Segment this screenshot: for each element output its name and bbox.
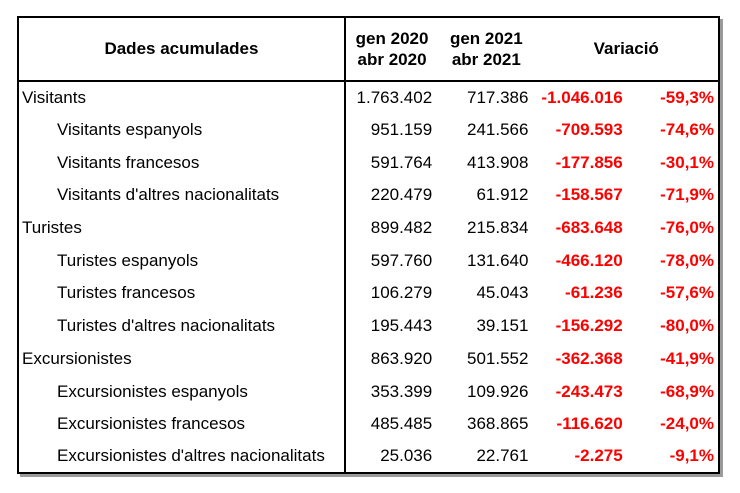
column-header-dades-acumulades: Dades acumulades — [18, 17, 346, 82]
variation-percent: -80,0% — [660, 316, 714, 336]
value-2020: 951.159 — [370, 120, 433, 140]
row-label: Excursionistes espanyols — [18, 375, 346, 408]
row-label: Visitants — [18, 81, 346, 114]
variation-absolute: -683.648 — [555, 218, 623, 238]
value-2020: 863.920 — [370, 348, 433, 368]
variation-absolute: -243.473 — [555, 381, 623, 401]
row-label: Visitants d'altres nacionalitats — [18, 179, 346, 212]
table-row-excursionistes-francesos: Excursionistes francesos 485.485 368.865… — [18, 407, 719, 441]
variation-percent: -74,6% — [660, 120, 714, 140]
table-row-visitants-altres: Visitants d'altres nacionalitats 220.479… — [18, 179, 719, 212]
variation-absolute: -177.856 — [555, 152, 623, 172]
variation-percent: -41,9% — [660, 348, 714, 368]
table-row-turistes-francesos: Turistes francesos 106.279 45.043 -61.23… — [18, 277, 719, 310]
header-period-2021-line1: gen 2021 — [449, 29, 523, 48]
value-2021: 39.151 — [476, 316, 529, 336]
table-row-visitants-espanyols: Visitants espanyols 951.159 241.566 -709… — [18, 113, 719, 147]
variation-absolute: -709.593 — [555, 120, 623, 140]
row-label: Turistes d'altres nacionalitats — [18, 309, 346, 343]
table-row-turistes-espanyols: Turistes espanyols 597.760 131.640 -466.… — [18, 244, 719, 278]
variation-absolute: -362.368 — [555, 348, 623, 368]
row-label: Turistes francesos — [18, 277, 346, 310]
value-2021: 131.640 — [467, 250, 529, 270]
value-2020: 220.479 — [370, 185, 433, 205]
value-2021: 413.908 — [467, 152, 529, 172]
variation-absolute: -466.120 — [555, 250, 623, 270]
table-header-row: Dades acumulades gen 2020 abr 2020 gen 2… — [18, 17, 719, 82]
table-body: Visitants 1.763.402 717.386 -1.046.016 -… — [18, 81, 719, 474]
row-label: Turistes espanyols — [18, 244, 346, 278]
column-header-period-2020: gen 2020 abr 2020 — [344, 17, 439, 82]
table-header: Dades acumulades gen 2020 abr 2020 gen 2… — [18, 17, 719, 82]
row-label: Excursionistes d'altres nacionalitats — [18, 440, 346, 474]
value-2021: 61.912 — [476, 185, 529, 205]
row-label: Excursionistes — [18, 342, 346, 376]
table-row-excursionistes-espanyols: Excursionistes espanyols 353.399 109.926… — [18, 375, 719, 408]
value-2020: 25.036 — [380, 446, 433, 466]
value-2020: 485.485 — [370, 414, 433, 434]
variation-percent: -71,9% — [660, 185, 714, 205]
variation-percent: -68,9% — [660, 381, 714, 401]
value-2021: 45.043 — [476, 283, 529, 303]
variation-absolute: -1.046.016 — [541, 87, 623, 107]
variation-percent: -57,6% — [660, 283, 714, 303]
variation-absolute: -61.236 — [565, 283, 623, 303]
value-2021: 215.834 — [467, 218, 529, 238]
accumulated-data-table: Dades acumulades gen 2020 abr 2020 gen 2… — [17, 16, 720, 475]
variation-percent: -78,0% — [660, 250, 714, 270]
variation-percent: -76,0% — [660, 218, 714, 238]
variation-percent: -24,0% — [660, 414, 714, 434]
variation-absolute: -158.567 — [555, 185, 623, 205]
value-2020: 106.279 — [370, 283, 433, 303]
value-2020: 591.764 — [370, 152, 433, 172]
row-label: Turistes — [18, 211, 346, 245]
row-label: Excursionistes francesos — [18, 407, 346, 441]
table-row-visitants-francesos: Visitants francesos 591.764 413.908 -177… — [18, 146, 719, 180]
variation-percent: -30,1% — [660, 152, 714, 172]
header-period-2020-line2: abr 2020 — [357, 50, 427, 69]
variation-percent: -59,3% — [660, 87, 714, 107]
column-header-variacio: Variació — [534, 17, 719, 82]
value-2020: 195.443 — [370, 316, 433, 336]
column-header-period-2021: gen 2021 abr 2021 — [438, 17, 535, 82]
header-period-2021-line2: abr 2021 — [451, 50, 521, 69]
row-label: Visitants francesos — [18, 146, 346, 180]
value-2020: 597.760 — [370, 250, 433, 270]
variation-percent: -9,1% — [669, 446, 714, 466]
variation-absolute: -156.292 — [555, 316, 623, 336]
value-2020: 899.482 — [370, 218, 433, 238]
header-period-2020-line1: gen 2020 — [355, 29, 429, 48]
table-row-excursionistes-altres: Excursionistes d'altres nacionalitats 25… — [18, 440, 719, 474]
table-row-visitants: Visitants 1.763.402 717.386 -1.046.016 -… — [18, 81, 719, 114]
value-2021: 109.926 — [467, 381, 529, 401]
value-2021: 241.566 — [467, 120, 529, 140]
value-2020: 353.399 — [370, 381, 433, 401]
variation-absolute: -116.620 — [556, 414, 623, 434]
row-label: Visitants espanyols — [18, 113, 346, 147]
table-row-excursionistes: Excursionistes 863.920 501.552 -362.368 … — [18, 342, 719, 376]
variation-absolute: -2.275 — [574, 446, 623, 466]
value-2020: 1.763.402 — [356, 87, 433, 107]
value-2021: 501.552 — [467, 348, 529, 368]
table-row-turistes-altres: Turistes d'altres nacionalitats 195.443 … — [18, 309, 719, 343]
table-row-turistes: Turistes 899.482 215.834 -683.648 -76,0% — [18, 211, 719, 245]
value-2021: 22.761 — [476, 446, 529, 466]
value-2021: 717.386 — [467, 87, 529, 107]
value-2021: 368.865 — [467, 414, 529, 434]
